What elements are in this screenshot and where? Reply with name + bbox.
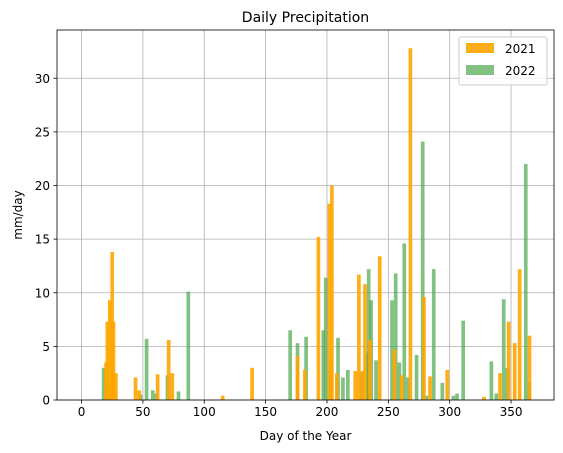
x-tick-label: 250 <box>377 405 400 419</box>
bar-2022 <box>494 393 499 400</box>
x-tick-label: 100 <box>193 405 216 419</box>
bar-2022 <box>393 273 398 400</box>
bar-2021 <box>408 48 413 401</box>
plot-frame <box>56 29 555 401</box>
x-tick-label: 300 <box>438 405 461 419</box>
bar-2022 <box>402 243 407 400</box>
y-axis-ticks: 0 5 10 15 20 25 30 <box>35 72 57 408</box>
bar-2022 <box>451 395 456 400</box>
bar-2022 <box>321 330 326 400</box>
bar-2022 <box>420 141 425 400</box>
legend: 2021 2022 <box>458 36 548 86</box>
y-tick-label: 30 <box>35 72 50 86</box>
bar-2022 <box>323 277 328 400</box>
bar-2021 <box>368 339 372 400</box>
bar-2022 <box>366 269 371 400</box>
bar-2021 <box>353 371 358 400</box>
bar-2022 <box>406 377 410 400</box>
y-tick-label: 10 <box>35 286 50 300</box>
bar-2021 <box>105 321 110 400</box>
series-2021-bars <box>104 48 532 401</box>
bar-2022 <box>440 382 445 400</box>
bar-2022 <box>336 337 340 400</box>
legend-label-2021: 2021 <box>505 42 536 56</box>
bar-2021 <box>360 371 365 400</box>
bar-2022 <box>501 299 506 400</box>
bar-2022 <box>431 269 436 400</box>
x-tick-label: 50 <box>135 405 150 419</box>
bar-2021 <box>363 284 367 400</box>
x-tick-label: 150 <box>254 405 277 419</box>
y-tick-label: 25 <box>35 125 50 139</box>
bar-2021 <box>422 297 426 400</box>
bar-2021 <box>392 349 397 400</box>
bar-2022 <box>455 393 459 400</box>
bar-2021 <box>170 373 175 400</box>
bar-2021 <box>303 369 307 400</box>
x-tick-label: 350 <box>500 405 523 419</box>
bar-2021 <box>527 335 532 400</box>
bar-2022 <box>390 300 394 400</box>
bar-2021 <box>377 256 382 400</box>
bar-2021 <box>428 376 432 400</box>
y-tick-label: 20 <box>35 179 50 193</box>
y-tick-label: 15 <box>35 233 50 247</box>
bar-2022 <box>489 361 494 400</box>
bar-2021 <box>399 375 404 400</box>
bar-2021 <box>316 236 321 400</box>
bar-2021 <box>330 185 334 400</box>
bar-2022 <box>101 367 106 400</box>
bar-2021 <box>506 321 511 400</box>
y-tick-label: 5 <box>42 340 50 354</box>
x-axis-ticks: 0 50 100 150 200 250 300 350 <box>78 400 523 419</box>
bar-2021 <box>155 374 160 400</box>
x-tick-label: 0 <box>78 405 86 419</box>
bar-2021 <box>357 274 361 400</box>
bar-2021 <box>445 369 450 400</box>
bar-2021 <box>517 269 522 400</box>
bar-2022 <box>186 291 191 400</box>
bar-2021 <box>250 367 254 400</box>
bar-2021 <box>137 390 142 400</box>
bar-2021 <box>334 373 339 400</box>
bar-2021 <box>327 203 332 400</box>
bar-2022 <box>523 164 528 400</box>
bar-2021 <box>107 300 112 400</box>
bar-2022 <box>461 320 466 400</box>
legend-label-2022: 2022 <box>505 64 536 78</box>
bar-2022 <box>176 391 181 400</box>
bar-2022 <box>374 360 378 400</box>
bar-2021 <box>512 343 517 400</box>
bar-2022 <box>397 362 402 400</box>
x-tick-label: 200 <box>316 405 339 419</box>
chart-title: Daily Precipitation <box>242 10 369 26</box>
bar-2022 <box>345 369 350 400</box>
bar-2021 <box>482 396 486 400</box>
y-tick-label: 0 <box>42 394 50 408</box>
bar-2022 <box>150 390 155 400</box>
bar-2022 <box>414 354 419 400</box>
y-axis-label: mm/day <box>11 190 25 240</box>
bar-2021 <box>133 377 138 400</box>
bar-2022 <box>341 377 345 400</box>
bar-2022 <box>304 336 308 400</box>
bar-2022 <box>144 338 149 400</box>
x-axis-label: Day of the Year <box>260 429 352 443</box>
bar-2022 <box>424 395 429 400</box>
bar-2022 <box>288 330 293 400</box>
bar-2021 <box>111 321 116 400</box>
bar-2021 <box>295 356 300 400</box>
bar-2021 <box>498 373 502 400</box>
bar-2021 <box>114 373 118 400</box>
bar-2021 <box>166 339 171 400</box>
grid <box>57 30 554 401</box>
bar-2021 <box>220 395 225 400</box>
legend-swatch-2022 <box>466 65 494 75</box>
legend-swatch-2021 <box>466 43 494 53</box>
